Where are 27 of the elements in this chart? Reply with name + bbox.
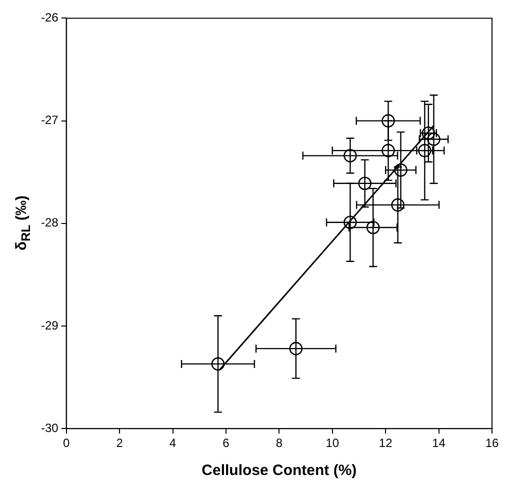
x-tick-label: 6 [222, 436, 230, 450]
point [394, 163, 408, 177]
x-tick-label: 14 [432, 436, 446, 450]
x-axis-title: Cellulose Content (%) [202, 462, 357, 480]
y-tick-label: -28 [41, 216, 59, 230]
point [427, 132, 440, 146]
point [358, 176, 372, 190]
point [366, 220, 380, 234]
x-tick-label: 10 [326, 436, 340, 450]
y-tick-label: -26 [41, 10, 59, 25]
y-tick-label: -30 [41, 420, 59, 435]
point [382, 144, 395, 158]
point [422, 126, 436, 140]
y-tick-label: -29 [41, 318, 59, 332]
y-tick-label: -27 [41, 113, 59, 128]
x-tick-label: 4 [169, 436, 176, 450]
point [391, 198, 404, 212]
point [289, 342, 303, 356]
x-tick-label: 16 [485, 436, 499, 450]
x-tick-label: 2 [116, 436, 124, 450]
x-tick-label: 12 [378, 436, 393, 450]
point [344, 149, 357, 162]
x-tick-label: 0 [63, 436, 70, 450]
point [211, 357, 225, 371]
x-tick-label: 8 [276, 436, 283, 450]
point [382, 114, 395, 128]
point [344, 216, 357, 230]
